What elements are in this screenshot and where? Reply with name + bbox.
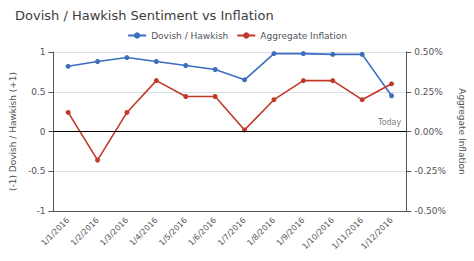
svg-text:1/9/2016: 1/9/2016 [274,215,307,248]
svg-text:1/8/2016: 1/8/2016 [245,216,277,248]
svg-text:-0.25%: -0.25% [414,166,446,176]
svg-text:0.00%: 0.00% [414,127,443,137]
svg-text:1/4/2016: 1/4/2016 [128,216,160,248]
svg-text:0: 0 [40,127,46,137]
svg-text:-0.50%: -0.50% [414,206,446,216]
svg-text:1/2/2016: 1/2/2016 [69,216,101,248]
svg-text:-0.5: -0.5 [28,166,46,176]
svg-text:1/11/2016: 1/11/2016 [330,215,366,252]
svg-text:1/1/2016: 1/1/2016 [40,216,72,248]
svg-text:Aggregate Inflation: Aggregate Inflation [457,88,467,175]
svg-text:-1: -1 [36,206,45,216]
svg-text:Today: Today [377,118,401,127]
svg-text:1/5/2016: 1/5/2016 [157,216,189,248]
svg-text:0.5: 0.5 [31,87,45,97]
svg-text:Dovish / Hawkish: Dovish / Hawkish [151,31,228,41]
svg-text:1/6/2016: 1/6/2016 [187,216,219,248]
svg-text:0.50%: 0.50% [414,47,443,57]
svg-text:(-1) Dovish / Hawkish (+1): (-1) Dovish / Hawkish (+1) [8,72,18,191]
svg-text:1/12/2016: 1/12/2016 [359,216,394,251]
svg-text:1/7/2016: 1/7/2016 [216,216,248,248]
svg-text:Aggregate Inflation: Aggregate Inflation [260,31,347,41]
svg-text:Dovish / Hawkish Sentiment vs: Dovish / Hawkish Sentiment vs Inflation [15,8,274,23]
svg-text:1/10/2016: 1/10/2016 [300,215,336,252]
svg-text:1: 1 [40,47,46,57]
svg-text:1/3/2016: 1/3/2016 [98,216,130,248]
svg-text:0.25%: 0.25% [414,87,443,97]
